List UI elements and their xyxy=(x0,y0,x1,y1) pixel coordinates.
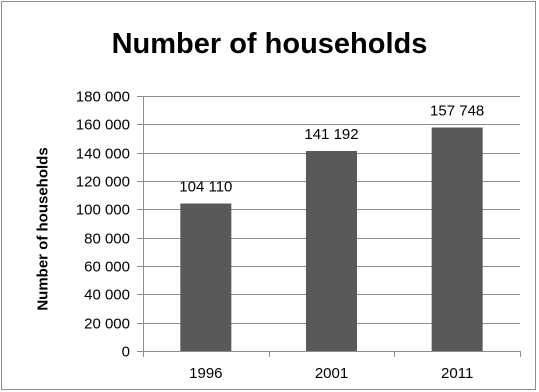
data-label: 157 748 xyxy=(430,103,484,120)
data-label: 104 110 xyxy=(179,179,232,196)
chart-title: Number of households xyxy=(111,28,428,60)
y-tick-label: 60 000 xyxy=(84,259,130,276)
y-tick-label: 120 000 xyxy=(76,174,130,191)
y-tick-label: 100 000 xyxy=(76,202,130,219)
y-tick-label: 40 000 xyxy=(84,287,130,304)
x-tick-label: 2011 xyxy=(441,365,473,382)
x-tick-label: 1996 xyxy=(189,365,222,382)
data-label: 141 192 xyxy=(304,126,358,143)
x-tick-label: 2001 xyxy=(315,365,348,382)
bar xyxy=(180,203,232,351)
y-tick-label: 180 000 xyxy=(76,89,130,106)
y-tick-label: 80 000 xyxy=(84,231,130,248)
bar xyxy=(431,127,483,351)
y-tick-label: 0 xyxy=(122,344,130,361)
y-tick-label: 20 000 xyxy=(84,316,130,333)
y-tick-label: 160 000 xyxy=(76,117,130,134)
y-tick-label: 140 000 xyxy=(76,146,130,163)
bar xyxy=(306,150,357,351)
